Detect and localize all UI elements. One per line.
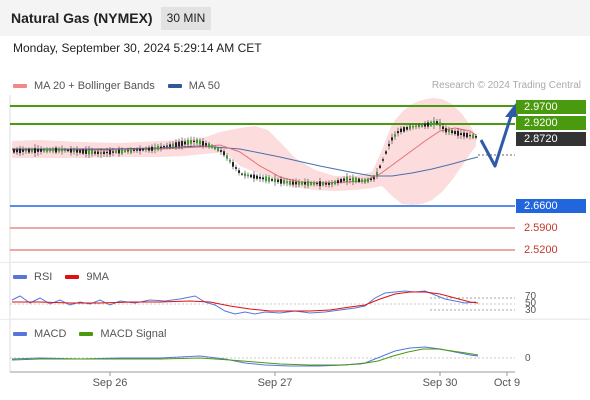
instrument-title: Natural Gas (NYMEX) [11, 10, 153, 26]
macd-line [11, 346, 479, 367]
ma50-swatch [167, 84, 182, 88]
x-label-oct9: Oct 9 [493, 377, 521, 389]
interval-button[interactable]: 30 MIN [161, 7, 211, 30]
forecast-arrow [479, 115, 513, 168]
macd-zero-label: 0 [525, 353, 531, 364]
rsi-ma-line [12, 291, 479, 312]
bollinger-band [12, 98, 476, 205]
main-legend: MA 20 + Bollinger Bands MA 50 [13, 80, 233, 92]
rsi-ma-legend-label: 9MA [86, 271, 109, 283]
macd-separator [0, 319, 590, 320]
support-2-label: 2.5200 [524, 244, 558, 256]
rsi-level-50: 50 [525, 298, 537, 309]
rsi-swatch [13, 275, 27, 279]
pivot-label: 2.6600 [516, 199, 586, 213]
macd-signal-legend-label: MACD Signal [100, 328, 167, 340]
x-label-sep30: Sep 30 [422, 377, 458, 389]
macd-legend: MACD MACD Signal [13, 328, 179, 340]
resistance-1-label: 2.9200 [516, 116, 586, 130]
support-1-label: 2.5900 [524, 222, 558, 234]
ma20-swatch [13, 84, 27, 88]
macd-signal-swatch [79, 332, 94, 336]
last-price-label: 2.8720 [516, 132, 586, 146]
x-label-sep27: Sep 27 [257, 377, 293, 389]
macd-signal-line [11, 348, 479, 366]
ma20-legend-label: MA 20 + Bollinger Bands [34, 80, 155, 92]
rsi-legend-label: RSI [34, 271, 53, 283]
price-candles [13, 117, 477, 190]
x-label-sep26: Sep 26 [92, 377, 128, 389]
resistance-2-label: 2.9700 [516, 100, 586, 114]
macd-swatch [13, 332, 27, 336]
ma50-line [12, 145, 479, 177]
copyright-text: Research © 2024 Trading Central [431, 80, 581, 91]
rsi-legend: RSI 9MA [13, 271, 122, 283]
timestamp: Monday, September 30, 2024 5:29:14 AM CE… [13, 41, 262, 55]
macd-legend-label: MACD [34, 328, 67, 340]
rsi-ma-swatch [65, 275, 80, 279]
ma50-legend-label: MA 50 [188, 80, 220, 92]
rsi-level-70: 70 [525, 291, 537, 302]
header-bar: Natural Gas (NYMEX) 30 MIN [0, 0, 590, 36]
rsi-separator [0, 262, 590, 263]
forecast-arrowhead [505, 103, 518, 117]
rsi-level-30: 30 [525, 305, 537, 316]
